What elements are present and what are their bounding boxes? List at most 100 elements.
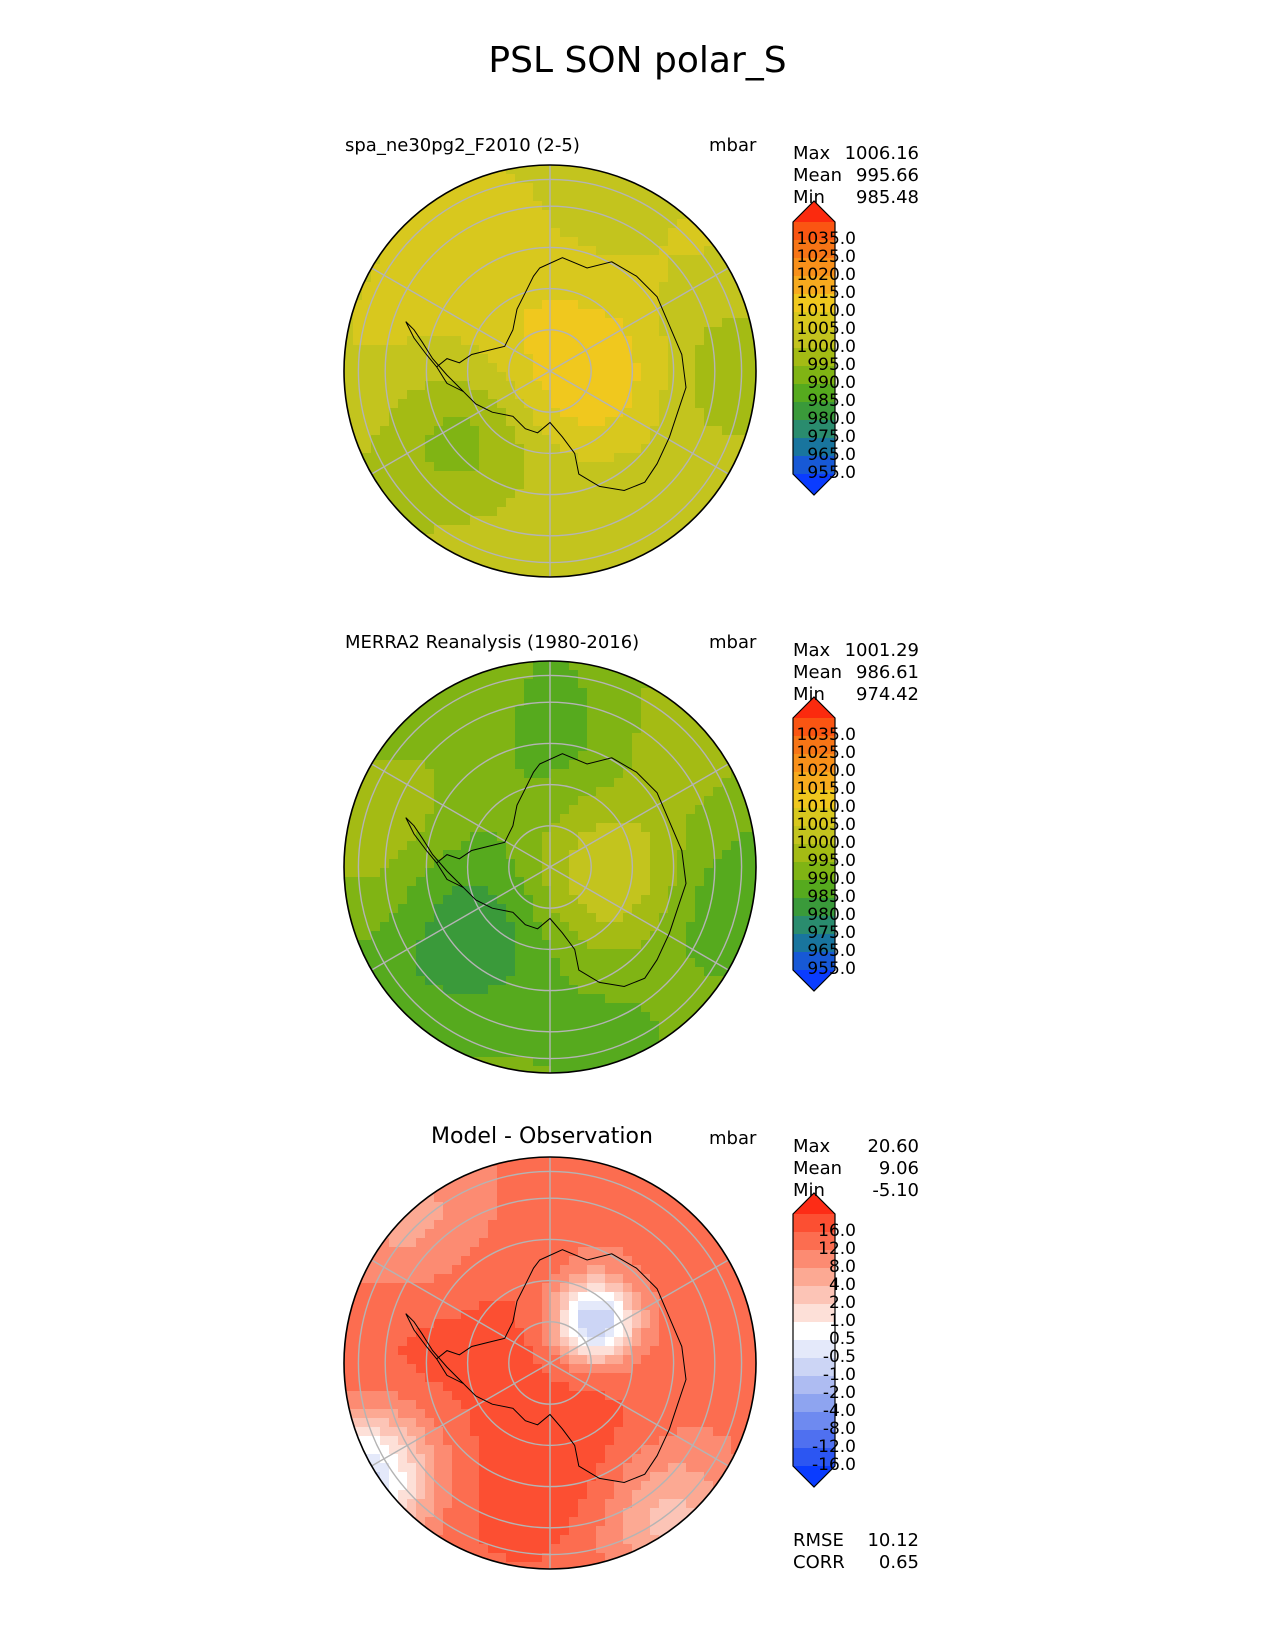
field-cell xyxy=(623,1337,633,1347)
field-cell xyxy=(569,994,579,1004)
field-cell xyxy=(515,1346,525,1356)
field-cell xyxy=(452,381,462,391)
field-cell xyxy=(749,796,756,806)
field-cell xyxy=(695,1373,705,1383)
field-cell xyxy=(515,570,525,577)
field-cell xyxy=(623,426,633,436)
field-cell xyxy=(605,552,615,562)
field-cell xyxy=(389,498,399,508)
field-cell xyxy=(497,336,507,346)
field-cell xyxy=(488,1409,498,1419)
field-cell xyxy=(650,480,660,490)
field-cell xyxy=(578,1346,588,1356)
field-cell xyxy=(605,931,615,941)
field-cell xyxy=(614,480,624,490)
field-cell xyxy=(452,733,462,743)
field-cell xyxy=(515,1166,525,1176)
field-cell xyxy=(668,444,678,454)
field-cell xyxy=(632,949,642,959)
field-cell xyxy=(479,760,489,770)
field-cell xyxy=(641,850,651,860)
field-cell xyxy=(605,471,615,481)
field-cell xyxy=(596,255,606,265)
field-cell xyxy=(443,787,453,797)
field-cell xyxy=(650,255,660,265)
field-cell xyxy=(479,1427,489,1437)
field-cell xyxy=(596,246,606,256)
field-cell xyxy=(533,417,543,427)
field-cell xyxy=(686,1193,696,1203)
field-cell xyxy=(623,1400,633,1410)
field-cell xyxy=(416,850,426,860)
field-cell xyxy=(344,940,354,950)
field-cell xyxy=(362,832,372,842)
field-cell xyxy=(479,679,489,689)
field-cell xyxy=(677,300,687,310)
field-cell xyxy=(686,1400,696,1410)
field-cell xyxy=(488,354,498,364)
field-cell xyxy=(434,796,444,806)
field-cell xyxy=(650,688,660,698)
field-cell xyxy=(353,1301,363,1311)
field-cell xyxy=(704,1012,714,1022)
field-cell xyxy=(731,264,741,274)
field-cell xyxy=(443,336,453,346)
field-cell xyxy=(623,931,633,941)
field-cell xyxy=(731,751,741,761)
field-cell xyxy=(551,219,561,229)
field-cell xyxy=(443,1436,453,1446)
field-cell xyxy=(605,345,615,355)
field-cell xyxy=(605,507,615,517)
field-cell xyxy=(434,715,444,725)
field-cell xyxy=(443,282,453,292)
field-cell xyxy=(443,1220,453,1230)
field-cell xyxy=(470,841,480,851)
field-cell xyxy=(533,1310,543,1320)
field-cell xyxy=(551,444,561,454)
field-cell xyxy=(623,1346,633,1356)
field-cell xyxy=(443,489,453,499)
field-cell xyxy=(488,201,498,211)
field-cell xyxy=(560,408,570,418)
field-cell xyxy=(596,697,606,707)
field-cell xyxy=(749,372,756,382)
field-cell xyxy=(641,237,651,247)
field-cell xyxy=(524,706,534,716)
field-cell xyxy=(434,1409,444,1419)
field-cell xyxy=(569,1382,579,1392)
field-cell xyxy=(560,823,570,833)
field-cell xyxy=(371,318,381,328)
field-cell xyxy=(380,1409,390,1419)
field-cell xyxy=(452,507,462,517)
field-cell xyxy=(506,507,516,517)
field-cell xyxy=(443,543,453,553)
field-cell xyxy=(497,877,507,887)
field-cell xyxy=(362,1238,372,1248)
field-cell xyxy=(443,760,453,770)
field-cell xyxy=(578,724,588,734)
field-cell xyxy=(443,742,453,752)
field-cell xyxy=(434,1436,444,1446)
field-cell xyxy=(461,1400,471,1410)
field-cell xyxy=(515,823,525,833)
field-cell xyxy=(542,895,552,905)
field-cell xyxy=(515,904,525,914)
field-cell xyxy=(578,1157,588,1167)
field-cell xyxy=(479,489,489,499)
field-cell xyxy=(740,904,750,914)
field-cell xyxy=(722,1373,732,1383)
field-cell xyxy=(569,1391,579,1401)
field-cell xyxy=(614,552,624,562)
field-cell xyxy=(380,246,390,256)
field-cell xyxy=(371,859,381,869)
field-cell xyxy=(425,697,435,707)
field-cell xyxy=(506,949,516,959)
field-cell xyxy=(749,805,756,815)
field-cell xyxy=(416,489,426,499)
field-cell xyxy=(695,237,705,247)
field-cell xyxy=(695,823,705,833)
field-cell xyxy=(677,480,687,490)
field-cell xyxy=(641,273,651,283)
field-cell xyxy=(515,534,525,544)
field-cell xyxy=(524,1021,534,1031)
